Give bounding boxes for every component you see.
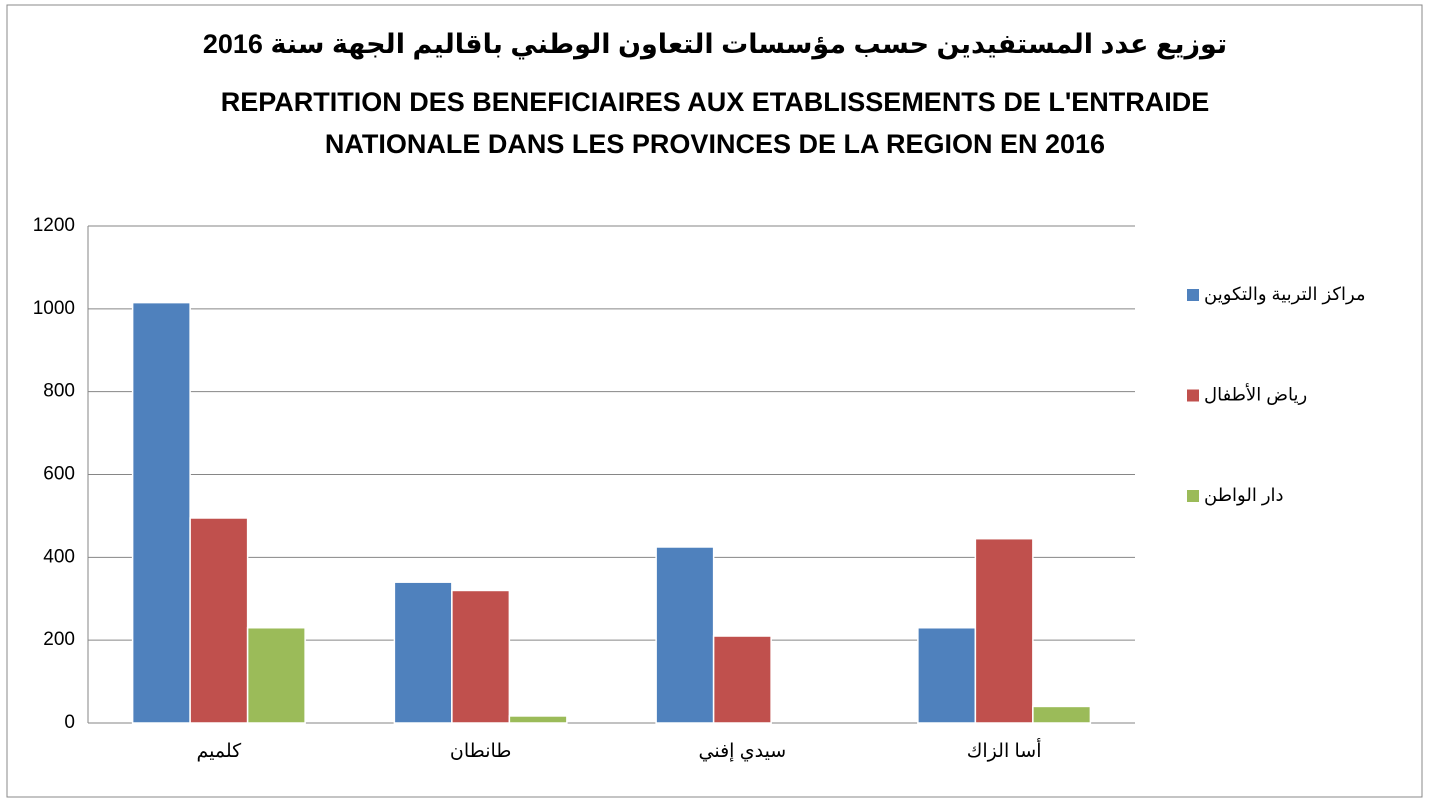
bar bbox=[974, 537, 1034, 724]
legend-swatch bbox=[1187, 289, 1199, 301]
legend-label: دار الواطن bbox=[1204, 485, 1284, 506]
y-tick-label: 0 bbox=[64, 712, 75, 733]
y-tick-label: 600 bbox=[43, 464, 75, 485]
y-tick-label: 800 bbox=[43, 381, 75, 402]
bar bbox=[508, 715, 568, 724]
bar bbox=[131, 301, 191, 724]
legend-swatch bbox=[1187, 490, 1199, 502]
bar bbox=[1032, 705, 1092, 724]
chart-subtitle: NATIONALE DANS LES PROVINCES DE LA REGIO… bbox=[325, 129, 1105, 159]
x-tick-label: أسا الزاك bbox=[967, 738, 1042, 762]
legend-label: مراكز التربية والتكوين bbox=[1204, 284, 1366, 305]
bar bbox=[451, 589, 511, 724]
x-tick-label: طانطان bbox=[450, 741, 512, 762]
legend-swatch bbox=[1187, 389, 1199, 402]
x-tick-label: كلميم bbox=[197, 741, 243, 762]
bar bbox=[393, 581, 453, 724]
chart-title: توزيع عدد المستفيدين حسب مؤسسات التعاون … bbox=[203, 29, 1227, 60]
chart-subtitle: REPARTITION DES BENEFICIAIRES AUX ETABLI… bbox=[221, 87, 1210, 117]
bar bbox=[189, 517, 249, 724]
y-tick-label: 200 bbox=[43, 629, 75, 650]
bar bbox=[712, 635, 772, 724]
bar bbox=[917, 626, 977, 724]
bar bbox=[655, 546, 715, 724]
y-tick-label: 1000 bbox=[33, 298, 75, 319]
bar bbox=[246, 626, 306, 724]
y-tick-label: 1200 bbox=[33, 215, 75, 236]
x-tick-label: سيدي إفني bbox=[699, 741, 787, 763]
y-tick-label: 400 bbox=[43, 546, 75, 567]
legend-label: رياض الأطفال bbox=[1204, 383, 1307, 405]
